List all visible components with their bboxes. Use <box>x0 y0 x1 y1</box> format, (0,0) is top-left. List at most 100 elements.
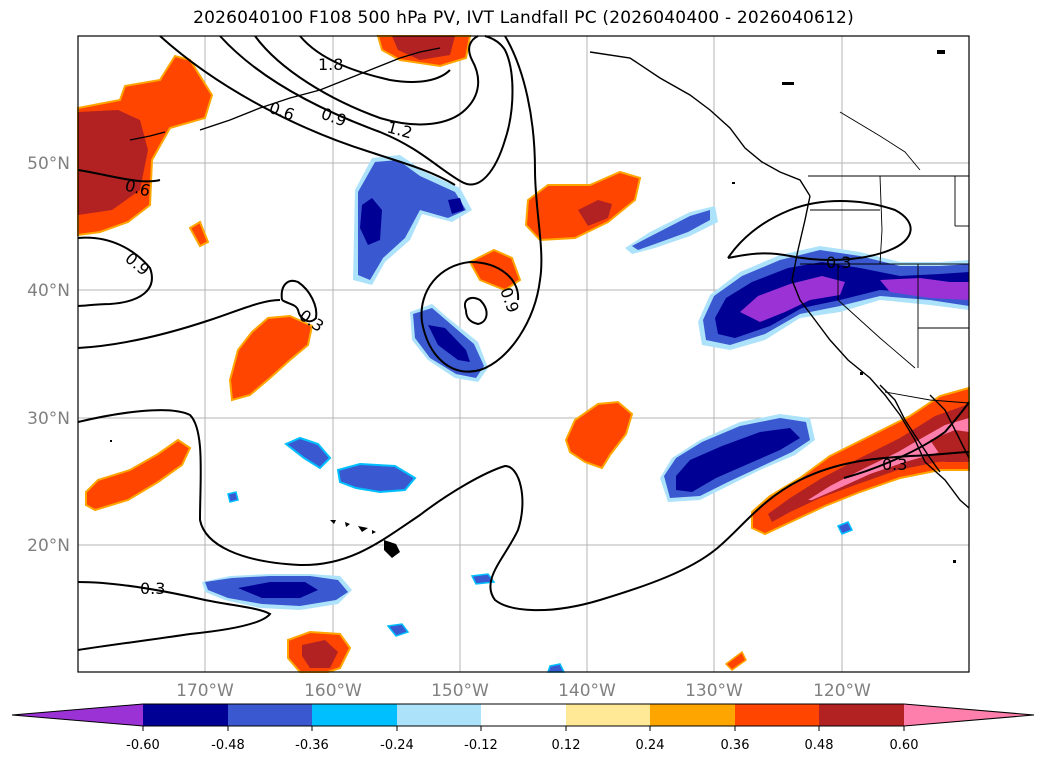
lon-tick-150w: 150°W <box>431 681 489 701</box>
contour-0p9-west <box>77 236 153 307</box>
shade-nc-navy-2 <box>448 198 464 214</box>
map-panel <box>78 36 969 672</box>
colorbar-seg-6 <box>566 704 650 726</box>
lat-axis: 50°N 40°N 30°N 20°N <box>27 154 70 556</box>
lon-tick-140w: 140°W <box>558 681 616 701</box>
lat-tick-30: 30°N <box>27 409 70 429</box>
contour-1p8 <box>299 35 451 83</box>
contour-1p2 <box>254 35 480 126</box>
colorbar-label-8: 0.48 <box>805 738 834 753</box>
shade-nc-blue <box>358 160 466 280</box>
colorbar-tick-marks <box>142 726 905 731</box>
colorbar-label-4: -0.12 <box>464 738 498 753</box>
islet-4 <box>732 182 735 184</box>
contour-0p6-north <box>159 35 456 186</box>
colorbar-label-2: -0.36 <box>295 738 329 753</box>
colorbar-seg-0 <box>12 704 143 726</box>
coast-baja <box>879 384 941 473</box>
contour-0p3-south <box>77 581 272 651</box>
contour-label-0p3-d: 0.3 <box>140 579 165 598</box>
shade-ncr-orange <box>524 170 642 242</box>
islet-3 <box>110 440 112 442</box>
islet-6 <box>782 82 794 85</box>
colorbar-label-6: 0.24 <box>636 738 665 753</box>
contour-0p6-west <box>77 169 161 183</box>
shade-pink-red <box>768 404 969 522</box>
shade-small-orange-1 <box>188 220 210 248</box>
shade-nc-navy <box>360 198 382 245</box>
map-frame <box>77 35 970 673</box>
lon-tick-130w: 130°W <box>685 681 743 701</box>
colorbar-label-9: 0.60 <box>890 738 919 753</box>
lat-tick-50: 50°N <box>27 154 70 174</box>
coast-aleutian-west <box>129 131 166 141</box>
shade-c-navy <box>428 325 470 362</box>
pv-contours <box>77 35 970 651</box>
colorbar-label-7: 0.36 <box>721 738 750 753</box>
islet-2 <box>953 560 956 563</box>
colorbar-label-5: 0.12 <box>552 738 581 753</box>
shade-pink <box>808 418 969 500</box>
colorbar-seg-4 <box>397 704 481 726</box>
shade-small-blue-2 <box>336 462 417 494</box>
contour-label-0p3-b: 0.3 <box>826 253 851 272</box>
shade-ncr-red <box>578 200 612 226</box>
colorbar-seg-7 <box>650 704 735 726</box>
shade-s-small-orange <box>724 650 747 671</box>
shade-s-small-blue-2 <box>470 573 496 585</box>
shade-small-blue-1 <box>284 436 332 470</box>
colorbar-seg-10 <box>904 704 1034 726</box>
lon-axis: 170°W 160°W 150°W 140°W 130°W 120°W <box>176 681 871 701</box>
colorbar-seg-2 <box>228 704 312 726</box>
contour-label-1p8: 1.8 <box>318 55 343 74</box>
hawaii-islands <box>330 520 400 558</box>
colorbar-seg-9 <box>819 704 904 726</box>
figure-title: 2026040100 F108 500 hPa PV, IVT Landfall… <box>193 8 854 28</box>
shade-s-small-blue-3 <box>836 521 854 535</box>
colorbar-label-0: -0.60 <box>126 738 160 753</box>
lon-tick-120w: 120°W <box>813 681 871 701</box>
shade-m-orange <box>564 400 634 470</box>
islet-1 <box>860 372 863 375</box>
contour-0p3-west <box>77 299 281 349</box>
shade-s-small-blue <box>386 623 410 637</box>
shade-sw-orange <box>85 438 192 512</box>
colorbar: -0.60 -0.48 -0.36 -0.24 -0.12 0.12 0.24 … <box>11 703 1035 753</box>
colorbar-seg-3 <box>312 704 397 726</box>
colorbar-seg-8 <box>735 704 819 726</box>
border-us-mexico <box>884 391 970 404</box>
border-ca-nv <box>837 264 916 369</box>
shade-s-red <box>302 640 338 668</box>
shade-s-navy-wide <box>238 582 318 598</box>
coast-west-us <box>791 195 970 509</box>
shade-nw-red <box>78 110 148 215</box>
lon-tick-160w: 160°W <box>304 681 362 701</box>
shade-small-blue-3 <box>227 491 239 503</box>
shade-center-orange <box>468 248 522 292</box>
border-bc-ab <box>839 111 921 171</box>
pc-shading <box>77 35 970 673</box>
shade-top-red <box>392 36 455 60</box>
lon-tick-170w: 170°W <box>176 681 234 701</box>
contour-main-south <box>77 409 970 612</box>
colorbar-seg-5 <box>481 704 566 726</box>
contour-center-ring <box>464 297 488 326</box>
coast-alaska-south <box>199 47 441 131</box>
contour-0p9-center <box>420 35 543 373</box>
shade-wc-purple <box>740 276 845 322</box>
colorbar-seg-1 <box>143 704 228 726</box>
shade-se-navy <box>676 428 800 492</box>
contour-0p9-north <box>219 35 514 186</box>
borders <box>800 111 970 404</box>
contour-0p3-small <box>280 280 318 323</box>
contour-label-0p3-c: 0.3 <box>882 455 907 474</box>
islet-5 <box>937 50 945 54</box>
colorbar-label-1: -0.48 <box>211 738 245 753</box>
shade-wc-purple-2 <box>880 278 969 300</box>
contour-labels: 1.8 0.6 0.9 1.2 0.6 0.9 0.3 0.9 0.3 0.3 … <box>121 55 907 598</box>
lat-tick-20: 20°N <box>27 536 70 556</box>
shade-w-orange <box>228 314 314 402</box>
contour-0p3-east <box>727 200 912 261</box>
lat-tick-40: 40°N <box>27 281 70 301</box>
